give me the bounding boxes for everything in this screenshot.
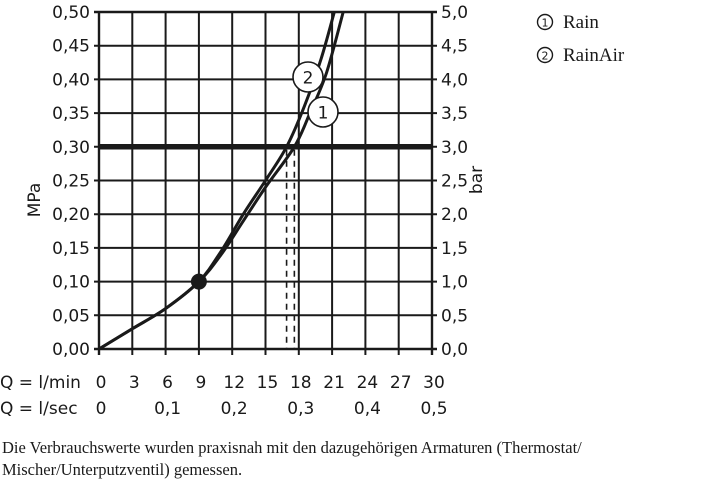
svg-text:6: 6 xyxy=(162,373,173,393)
svg-text:0,00: 0,00 xyxy=(52,340,90,360)
svg-text:3: 3 xyxy=(129,373,140,393)
svg-text:0,10: 0,10 xyxy=(52,273,90,293)
svg-text:0,45: 0,45 xyxy=(52,37,90,57)
legend: 1 Rain 2 RainAir xyxy=(536,12,625,66)
svg-text:1,5: 1,5 xyxy=(441,239,468,259)
svg-text:0,30: 0,30 xyxy=(52,138,90,158)
svg-text:0,5: 0,5 xyxy=(420,399,447,419)
chart-caption: Die Verbrauchswerte wurden praxisnah mit… xyxy=(2,437,718,481)
marker-1-icon xyxy=(536,13,554,31)
x-axis-ticks: 0 3 6 9 12 15 18 21 24 27 30 0 0,1 0,2 0,3 0,4 0,5 xyxy=(96,373,448,419)
curve-marker-2-icon: 2 xyxy=(292,61,324,93)
curve-rainair xyxy=(98,11,336,351)
svg-text:0,05: 0,05 xyxy=(52,306,90,326)
svg-text:0,3: 0,3 xyxy=(287,399,314,419)
svg-text:2: 2 xyxy=(542,50,549,63)
svg-text:3,0: 3,0 xyxy=(441,138,468,158)
svg-text:1: 1 xyxy=(318,104,329,124)
svg-text:5,0: 5,0 xyxy=(441,3,468,23)
y-axis-left-label: MPa xyxy=(25,183,45,218)
svg-text:2: 2 xyxy=(303,69,314,89)
common-point-marker xyxy=(190,273,207,290)
svg-text:1,0: 1,0 xyxy=(441,273,468,293)
x-axis-lsec-label: Q = l/sec xyxy=(0,399,78,419)
svg-text:0,25: 0,25 xyxy=(52,172,90,192)
chart-grid xyxy=(94,10,437,355)
svg-text:24: 24 xyxy=(357,373,379,393)
legend-label-rain: Rain xyxy=(563,12,599,33)
svg-text:0,1: 0,1 xyxy=(154,399,181,419)
svg-text:0,0: 0,0 xyxy=(441,340,468,360)
legend-item-rainair: 2 RainAir xyxy=(536,45,625,66)
svg-text:0,15: 0,15 xyxy=(52,239,90,259)
svg-text:0,5: 0,5 xyxy=(441,306,468,326)
svg-text:27: 27 xyxy=(390,373,412,393)
svg-text:21: 21 xyxy=(323,373,345,393)
svg-text:12: 12 xyxy=(223,373,245,393)
svg-text:0,40: 0,40 xyxy=(52,70,90,90)
svg-text:0: 0 xyxy=(96,373,107,393)
dashed-flow-markers xyxy=(285,149,296,349)
caption-line-2: Mischer/Unterputzventil) gemessen. xyxy=(2,460,243,479)
svg-text:18: 18 xyxy=(290,373,312,393)
svg-text:9: 9 xyxy=(195,373,206,393)
svg-text:0,20: 0,20 xyxy=(52,205,90,225)
y-axis-right-ticks: 0,0 0,5 1,0 1,5 2,0 2,5 3,0 3,5 4,0 4,5 5,0 xyxy=(441,3,468,360)
svg-text:0: 0 xyxy=(96,399,107,419)
chart-curves: 21 xyxy=(98,11,345,351)
y-axis-left-ticks: 0,00 0,05 0,10 0,15 0,20 0,25 0,30 0,35 0,40 0,45… xyxy=(52,3,90,360)
legend-label-rainair: RainAir xyxy=(563,45,625,66)
caption-line-1: Die Verbrauchswerte wurden praxisnah mit… xyxy=(2,438,582,457)
y-axis-right-label: bar xyxy=(467,166,487,194)
svg-text:4,0: 4,0 xyxy=(441,70,468,90)
svg-text:0,2: 0,2 xyxy=(221,399,248,419)
svg-text:0,4: 0,4 xyxy=(354,399,381,419)
marker-2-icon xyxy=(536,46,554,64)
svg-text:2,0: 2,0 xyxy=(441,205,468,225)
svg-text:3,5: 3,5 xyxy=(441,104,468,124)
x-axis-lmin-label: Q = l/min xyxy=(0,373,81,393)
svg-text:15: 15 xyxy=(257,373,279,393)
svg-text:1: 1 xyxy=(542,17,549,30)
curve-marker-1-icon: 1 xyxy=(307,96,339,128)
svg-text:2,5: 2,5 xyxy=(441,172,468,192)
svg-text:0,50: 0,50 xyxy=(52,3,90,23)
svg-text:4,5: 4,5 xyxy=(441,37,468,57)
svg-text:0,35: 0,35 xyxy=(52,104,90,124)
legend-item-rain: 1 Rain xyxy=(536,12,599,33)
pressure-flow-chart: 21 0,000,050,100,150,200,250,300,350,400… xyxy=(0,3,625,419)
svg-text:30: 30 xyxy=(423,373,445,393)
